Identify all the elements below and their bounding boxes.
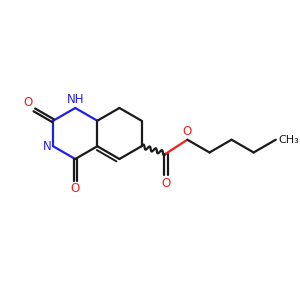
Text: CH₃: CH₃: [278, 135, 298, 145]
Text: NH: NH: [67, 93, 84, 106]
Text: O: O: [24, 96, 33, 109]
Text: O: O: [70, 182, 80, 195]
Text: O: O: [183, 124, 192, 138]
Text: O: O: [161, 177, 171, 190]
Text: N: N: [43, 140, 51, 153]
